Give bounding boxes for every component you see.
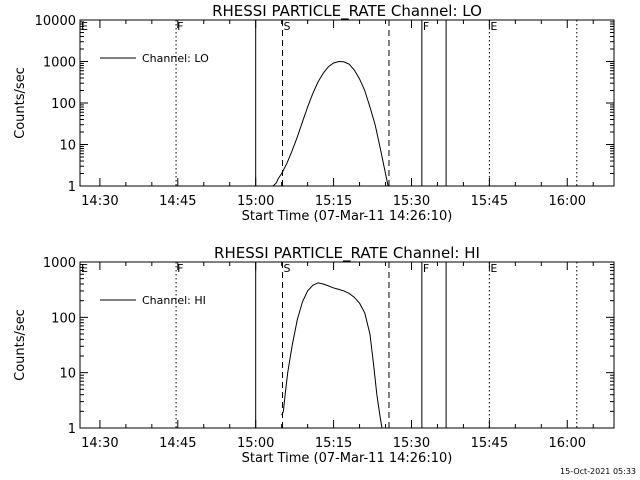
y-axis-label: Counts/sec bbox=[13, 309, 28, 381]
event-marker-label: F bbox=[177, 20, 183, 33]
x-tick-label: 15:00 bbox=[237, 194, 274, 209]
series-line-1 bbox=[281, 282, 383, 428]
chart-title: RHESSI PARTICLE_RATE Channel: HI bbox=[214, 244, 480, 263]
x-axis-label: Start Time (07-Mar-11 14:26:10) bbox=[242, 451, 453, 466]
y-tick-label: 10 bbox=[59, 139, 76, 154]
chart-title: RHESSI PARTICLE_RATE Channel: LO bbox=[212, 2, 482, 21]
plot-frame bbox=[79, 19, 615, 187]
series-line-1 bbox=[272, 60, 389, 186]
y-tick-label: 100 bbox=[51, 311, 76, 326]
event-marker-label: S bbox=[284, 20, 291, 33]
event-marker-label: F bbox=[177, 262, 183, 275]
chart-panel-1: RHESSI PARTICLE_RATE Channel: LO 1 10 100 10… bbox=[13, 2, 615, 224]
y-tick-label: 10 bbox=[59, 367, 76, 382]
y-tick-label: 1000 bbox=[43, 56, 76, 71]
plot-frame bbox=[79, 261, 615, 429]
x-tick-label: 15:30 bbox=[393, 194, 430, 209]
x-axis-label: Start Time (07-Mar-11 14:26:10) bbox=[242, 209, 453, 224]
event-marker-label: E bbox=[81, 20, 88, 33]
event-marker-label: E bbox=[490, 262, 497, 275]
event-marker-label: E bbox=[490, 20, 497, 33]
x-tick-label: 15:30 bbox=[393, 436, 430, 451]
y-tick-label: 100 bbox=[51, 97, 76, 112]
x-tick-label: 15:15 bbox=[315, 436, 352, 451]
event-marker-label: S bbox=[284, 262, 291, 275]
x-tick-label: 14:45 bbox=[159, 194, 196, 209]
footer-timestamp: 15-Oct-2021 05:33 bbox=[560, 467, 636, 476]
x-tick-label: 14:30 bbox=[81, 194, 118, 209]
y-axis-label: Counts/sec bbox=[13, 67, 28, 139]
y-tick-label: 1 bbox=[68, 422, 76, 437]
y-tick-label: 10000 bbox=[35, 14, 76, 29]
chart-panel-2: RHESSI PARTICLE_RATE Channel: HI 1 10 100 10… bbox=[13, 244, 615, 466]
x-tick-label: 14:30 bbox=[81, 436, 118, 451]
legend-label: Channel: HI bbox=[142, 294, 206, 307]
event-marker-label: F bbox=[423, 262, 429, 275]
x-tick-label: 16:00 bbox=[549, 194, 586, 209]
y-tick-label: 1 bbox=[68, 180, 76, 195]
event-marker-label: E bbox=[81, 262, 88, 275]
event-marker-label: F bbox=[423, 20, 429, 33]
x-tick-label: 14:45 bbox=[159, 436, 196, 451]
x-tick-label: 15:45 bbox=[471, 194, 508, 209]
x-tick-label: 15:00 bbox=[237, 436, 274, 451]
x-tick-label: 16:00 bbox=[549, 436, 586, 451]
legend-label: Channel: LO bbox=[142, 52, 209, 65]
x-tick-label: 15:45 bbox=[471, 436, 508, 451]
x-tick-label: 15:15 bbox=[315, 194, 352, 209]
y-tick-label: 1000 bbox=[43, 256, 76, 271]
